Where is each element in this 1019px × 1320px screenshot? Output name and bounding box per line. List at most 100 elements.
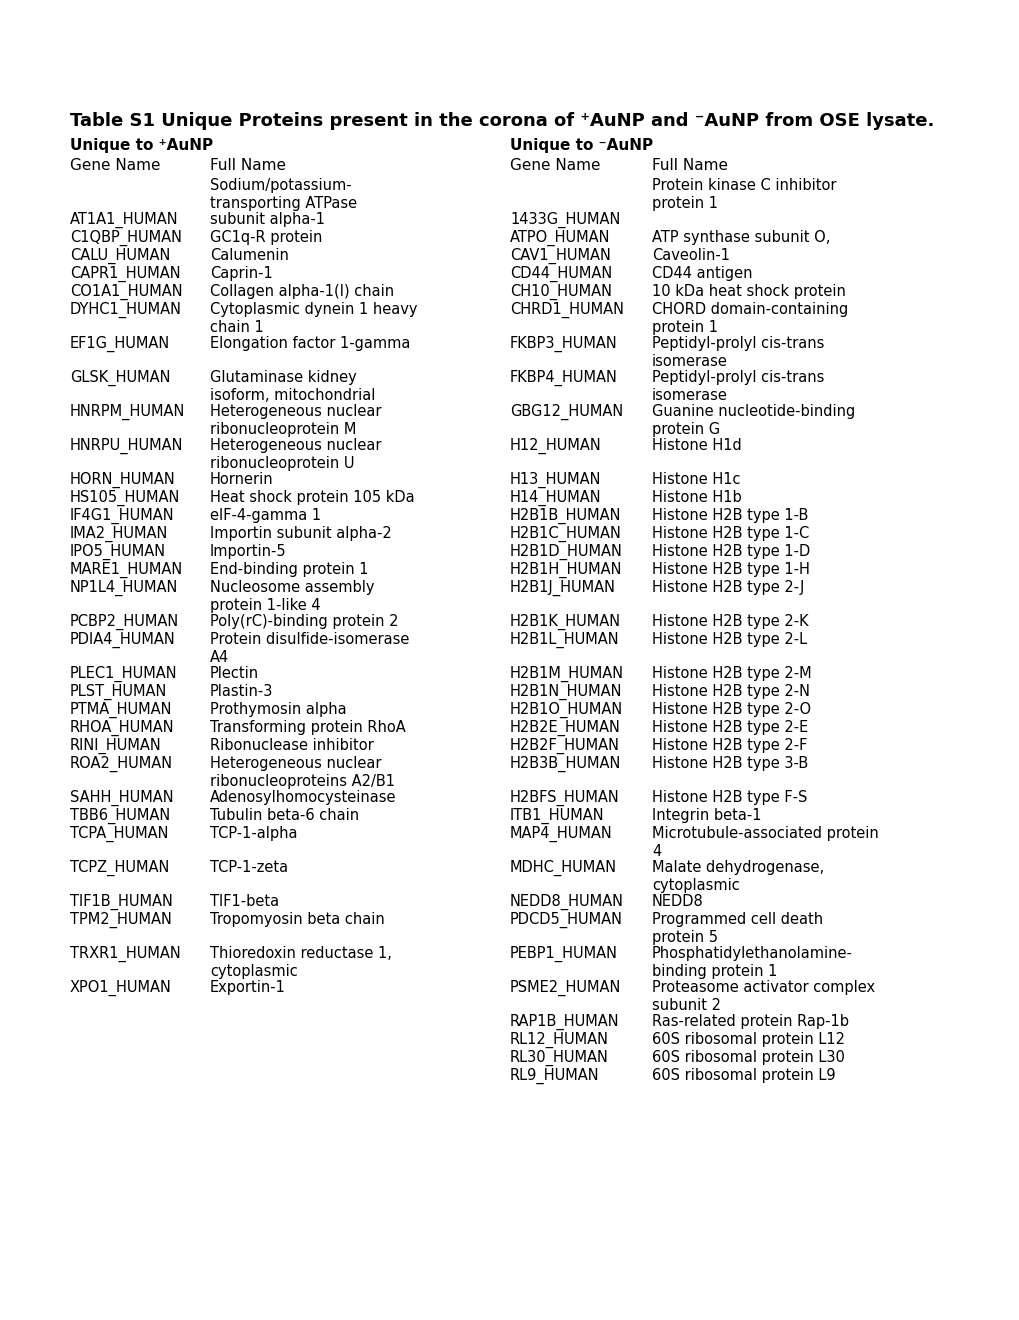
Text: RHOA_HUMAN: RHOA_HUMAN bbox=[70, 719, 174, 737]
Text: Transforming protein RhoA: Transforming protein RhoA bbox=[210, 719, 406, 735]
Text: Plectin: Plectin bbox=[210, 667, 259, 681]
Text: Protein kinase C inhibitor
protein 1: Protein kinase C inhibitor protein 1 bbox=[651, 178, 836, 211]
Text: Histone H2B type 2-F: Histone H2B type 2-F bbox=[651, 738, 807, 752]
Text: Table S1 Unique Proteins present in the corona of ⁺AuNP and ⁻AuNP from OSE lysat: Table S1 Unique Proteins present in the … bbox=[70, 112, 933, 129]
Text: C1QBP_HUMAN: C1QBP_HUMAN bbox=[70, 230, 181, 247]
Text: PLEC1_HUMAN: PLEC1_HUMAN bbox=[70, 667, 177, 682]
Text: Phosphatidylethanolamine-
binding protein 1: Phosphatidylethanolamine- binding protei… bbox=[651, 946, 852, 979]
Text: Heterogeneous nuclear
ribonucleoproteins A2/B1: Heterogeneous nuclear ribonucleoproteins… bbox=[210, 756, 394, 789]
Text: GC1q-R protein: GC1q-R protein bbox=[210, 230, 322, 246]
Text: Sodium/potassium-
transporting ATPase: Sodium/potassium- transporting ATPase bbox=[210, 178, 357, 211]
Text: Heterogeneous nuclear
ribonucleoprotein U: Heterogeneous nuclear ribonucleoprotein … bbox=[210, 438, 381, 471]
Text: Adenosylhomocysteinase: Adenosylhomocysteinase bbox=[210, 789, 396, 805]
Text: RAP1B_HUMAN: RAP1B_HUMAN bbox=[510, 1014, 619, 1030]
Text: PSME2_HUMAN: PSME2_HUMAN bbox=[510, 979, 621, 997]
Text: NEDD8: NEDD8 bbox=[651, 894, 703, 909]
Text: H2B1D_HUMAN: H2B1D_HUMAN bbox=[510, 544, 623, 560]
Text: NEDD8_HUMAN: NEDD8_HUMAN bbox=[510, 894, 624, 911]
Text: CHRD1_HUMAN: CHRD1_HUMAN bbox=[510, 302, 624, 318]
Text: Importin subunit alpha-2: Importin subunit alpha-2 bbox=[210, 525, 391, 541]
Text: CAV1_HUMAN: CAV1_HUMAN bbox=[510, 248, 610, 264]
Text: 60S ribosomal protein L12: 60S ribosomal protein L12 bbox=[651, 1032, 844, 1047]
Text: H2B3B_HUMAN: H2B3B_HUMAN bbox=[510, 756, 621, 772]
Text: Histone H2B type 1-B: Histone H2B type 1-B bbox=[651, 508, 808, 523]
Text: Heat shock protein 105 kDa: Heat shock protein 105 kDa bbox=[210, 490, 414, 506]
Text: Histone H2B type 2-N: Histone H2B type 2-N bbox=[651, 684, 809, 700]
Text: H14_HUMAN: H14_HUMAN bbox=[510, 490, 601, 506]
Text: TRXR1_HUMAN: TRXR1_HUMAN bbox=[70, 946, 180, 962]
Text: H2B1K_HUMAN: H2B1K_HUMAN bbox=[510, 614, 621, 630]
Text: Integrin beta-1: Integrin beta-1 bbox=[651, 808, 761, 822]
Text: H2B1N_HUMAN: H2B1N_HUMAN bbox=[510, 684, 622, 700]
Text: Plastin-3: Plastin-3 bbox=[210, 684, 273, 700]
Text: Proteasome activator complex
subunit 2: Proteasome activator complex subunit 2 bbox=[651, 979, 874, 1012]
Text: Cytoplasmic dynein 1 heavy
chain 1: Cytoplasmic dynein 1 heavy chain 1 bbox=[210, 302, 417, 335]
Text: Ras-related protein Rap-1b: Ras-related protein Rap-1b bbox=[651, 1014, 848, 1030]
Text: CAPR1_HUMAN: CAPR1_HUMAN bbox=[70, 267, 180, 282]
Text: ATP synthase subunit O,: ATP synthase subunit O, bbox=[651, 230, 829, 246]
Text: MAP4_HUMAN: MAP4_HUMAN bbox=[510, 826, 612, 842]
Text: TBB6_HUMAN: TBB6_HUMAN bbox=[70, 808, 170, 824]
Text: HS105_HUMAN: HS105_HUMAN bbox=[70, 490, 180, 506]
Text: H2BFS_HUMAN: H2BFS_HUMAN bbox=[510, 789, 620, 807]
Text: eIF-4-gamma 1: eIF-4-gamma 1 bbox=[210, 508, 321, 523]
Text: TCPZ_HUMAN: TCPZ_HUMAN bbox=[70, 861, 169, 876]
Text: Exportin-1: Exportin-1 bbox=[210, 979, 285, 995]
Text: PLST_HUMAN: PLST_HUMAN bbox=[70, 684, 167, 700]
Text: EF1G_HUMAN: EF1G_HUMAN bbox=[70, 337, 170, 352]
Text: Histone H2B type 1-H: Histone H2B type 1-H bbox=[651, 562, 809, 577]
Text: RL12_HUMAN: RL12_HUMAN bbox=[510, 1032, 608, 1048]
Text: Unique to ⁻AuNP: Unique to ⁻AuNP bbox=[510, 139, 652, 153]
Text: Ribonuclease inhibitor: Ribonuclease inhibitor bbox=[210, 738, 373, 752]
Text: H12_HUMAN: H12_HUMAN bbox=[510, 438, 601, 454]
Text: Guanine nucleotide-binding
protein G: Guanine nucleotide-binding protein G bbox=[651, 404, 854, 437]
Text: Histone H2B type 3-B: Histone H2B type 3-B bbox=[651, 756, 807, 771]
Text: MARE1_HUMAN: MARE1_HUMAN bbox=[70, 562, 183, 578]
Text: H2B1J_HUMAN: H2B1J_HUMAN bbox=[510, 579, 615, 597]
Text: Histone H2B type 2-O: Histone H2B type 2-O bbox=[651, 702, 810, 717]
Text: PDIA4_HUMAN: PDIA4_HUMAN bbox=[70, 632, 175, 648]
Text: CO1A1_HUMAN: CO1A1_HUMAN bbox=[70, 284, 182, 300]
Text: Full Name: Full Name bbox=[651, 158, 728, 173]
Text: Unique to ⁺AuNP: Unique to ⁺AuNP bbox=[70, 139, 213, 153]
Text: Heterogeneous nuclear
ribonucleoprotein M: Heterogeneous nuclear ribonucleoprotein … bbox=[210, 404, 381, 437]
Text: Histone H2B type 2-E: Histone H2B type 2-E bbox=[651, 719, 807, 735]
Text: H2B1L_HUMAN: H2B1L_HUMAN bbox=[510, 632, 619, 648]
Text: Histone H1d: Histone H1d bbox=[651, 438, 741, 453]
Text: Tropomyosin beta chain: Tropomyosin beta chain bbox=[210, 912, 384, 927]
Text: 10 kDa heat shock protein: 10 kDa heat shock protein bbox=[651, 284, 845, 300]
Text: 60S ribosomal protein L30: 60S ribosomal protein L30 bbox=[651, 1049, 844, 1065]
Text: Gene Name: Gene Name bbox=[510, 158, 600, 173]
Text: Caveolin-1: Caveolin-1 bbox=[651, 248, 730, 263]
Text: HNRPU_HUMAN: HNRPU_HUMAN bbox=[70, 438, 183, 454]
Text: HORN_HUMAN: HORN_HUMAN bbox=[70, 473, 175, 488]
Text: MDHC_HUMAN: MDHC_HUMAN bbox=[510, 861, 616, 876]
Text: Histone H2B type 2-L: Histone H2B type 2-L bbox=[651, 632, 806, 647]
Text: H2B2F_HUMAN: H2B2F_HUMAN bbox=[510, 738, 620, 754]
Text: IF4G1_HUMAN: IF4G1_HUMAN bbox=[70, 508, 174, 524]
Text: XPO1_HUMAN: XPO1_HUMAN bbox=[70, 979, 172, 997]
Text: CHORD domain-containing
protein 1: CHORD domain-containing protein 1 bbox=[651, 302, 848, 335]
Text: Programmed cell death
protein 5: Programmed cell death protein 5 bbox=[651, 912, 822, 945]
Text: GLSK_HUMAN: GLSK_HUMAN bbox=[70, 370, 170, 387]
Text: Full Name: Full Name bbox=[210, 158, 285, 173]
Text: H2B1C_HUMAN: H2B1C_HUMAN bbox=[510, 525, 622, 543]
Text: H2B1O_HUMAN: H2B1O_HUMAN bbox=[510, 702, 623, 718]
Text: IPO5_HUMAN: IPO5_HUMAN bbox=[70, 544, 166, 560]
Text: Malate dehydrogenase,
cytoplasmic: Malate dehydrogenase, cytoplasmic bbox=[651, 861, 823, 894]
Text: Microtubule-associated protein
4: Microtubule-associated protein 4 bbox=[651, 826, 878, 859]
Text: End-binding protein 1: End-binding protein 1 bbox=[210, 562, 368, 577]
Text: Histone H2B type 2-J: Histone H2B type 2-J bbox=[651, 579, 804, 595]
Text: NP1L4_HUMAN: NP1L4_HUMAN bbox=[70, 579, 178, 597]
Text: PCBP2_HUMAN: PCBP2_HUMAN bbox=[70, 614, 179, 630]
Text: Nucleosome assembly
protein 1-like 4: Nucleosome assembly protein 1-like 4 bbox=[210, 579, 374, 612]
Text: H2B2E_HUMAN: H2B2E_HUMAN bbox=[510, 719, 621, 737]
Text: Histone H2B type F-S: Histone H2B type F-S bbox=[651, 789, 807, 805]
Text: FKBP3_HUMAN: FKBP3_HUMAN bbox=[510, 337, 618, 352]
Text: Histone H1c: Histone H1c bbox=[651, 473, 740, 487]
Text: Histone H2B type 1-C: Histone H2B type 1-C bbox=[651, 525, 808, 541]
Text: Collagen alpha-1(I) chain: Collagen alpha-1(I) chain bbox=[210, 284, 393, 300]
Text: ROA2_HUMAN: ROA2_HUMAN bbox=[70, 756, 173, 772]
Text: Tubulin beta-6 chain: Tubulin beta-6 chain bbox=[210, 808, 359, 822]
Text: PEBP1_HUMAN: PEBP1_HUMAN bbox=[510, 946, 618, 962]
